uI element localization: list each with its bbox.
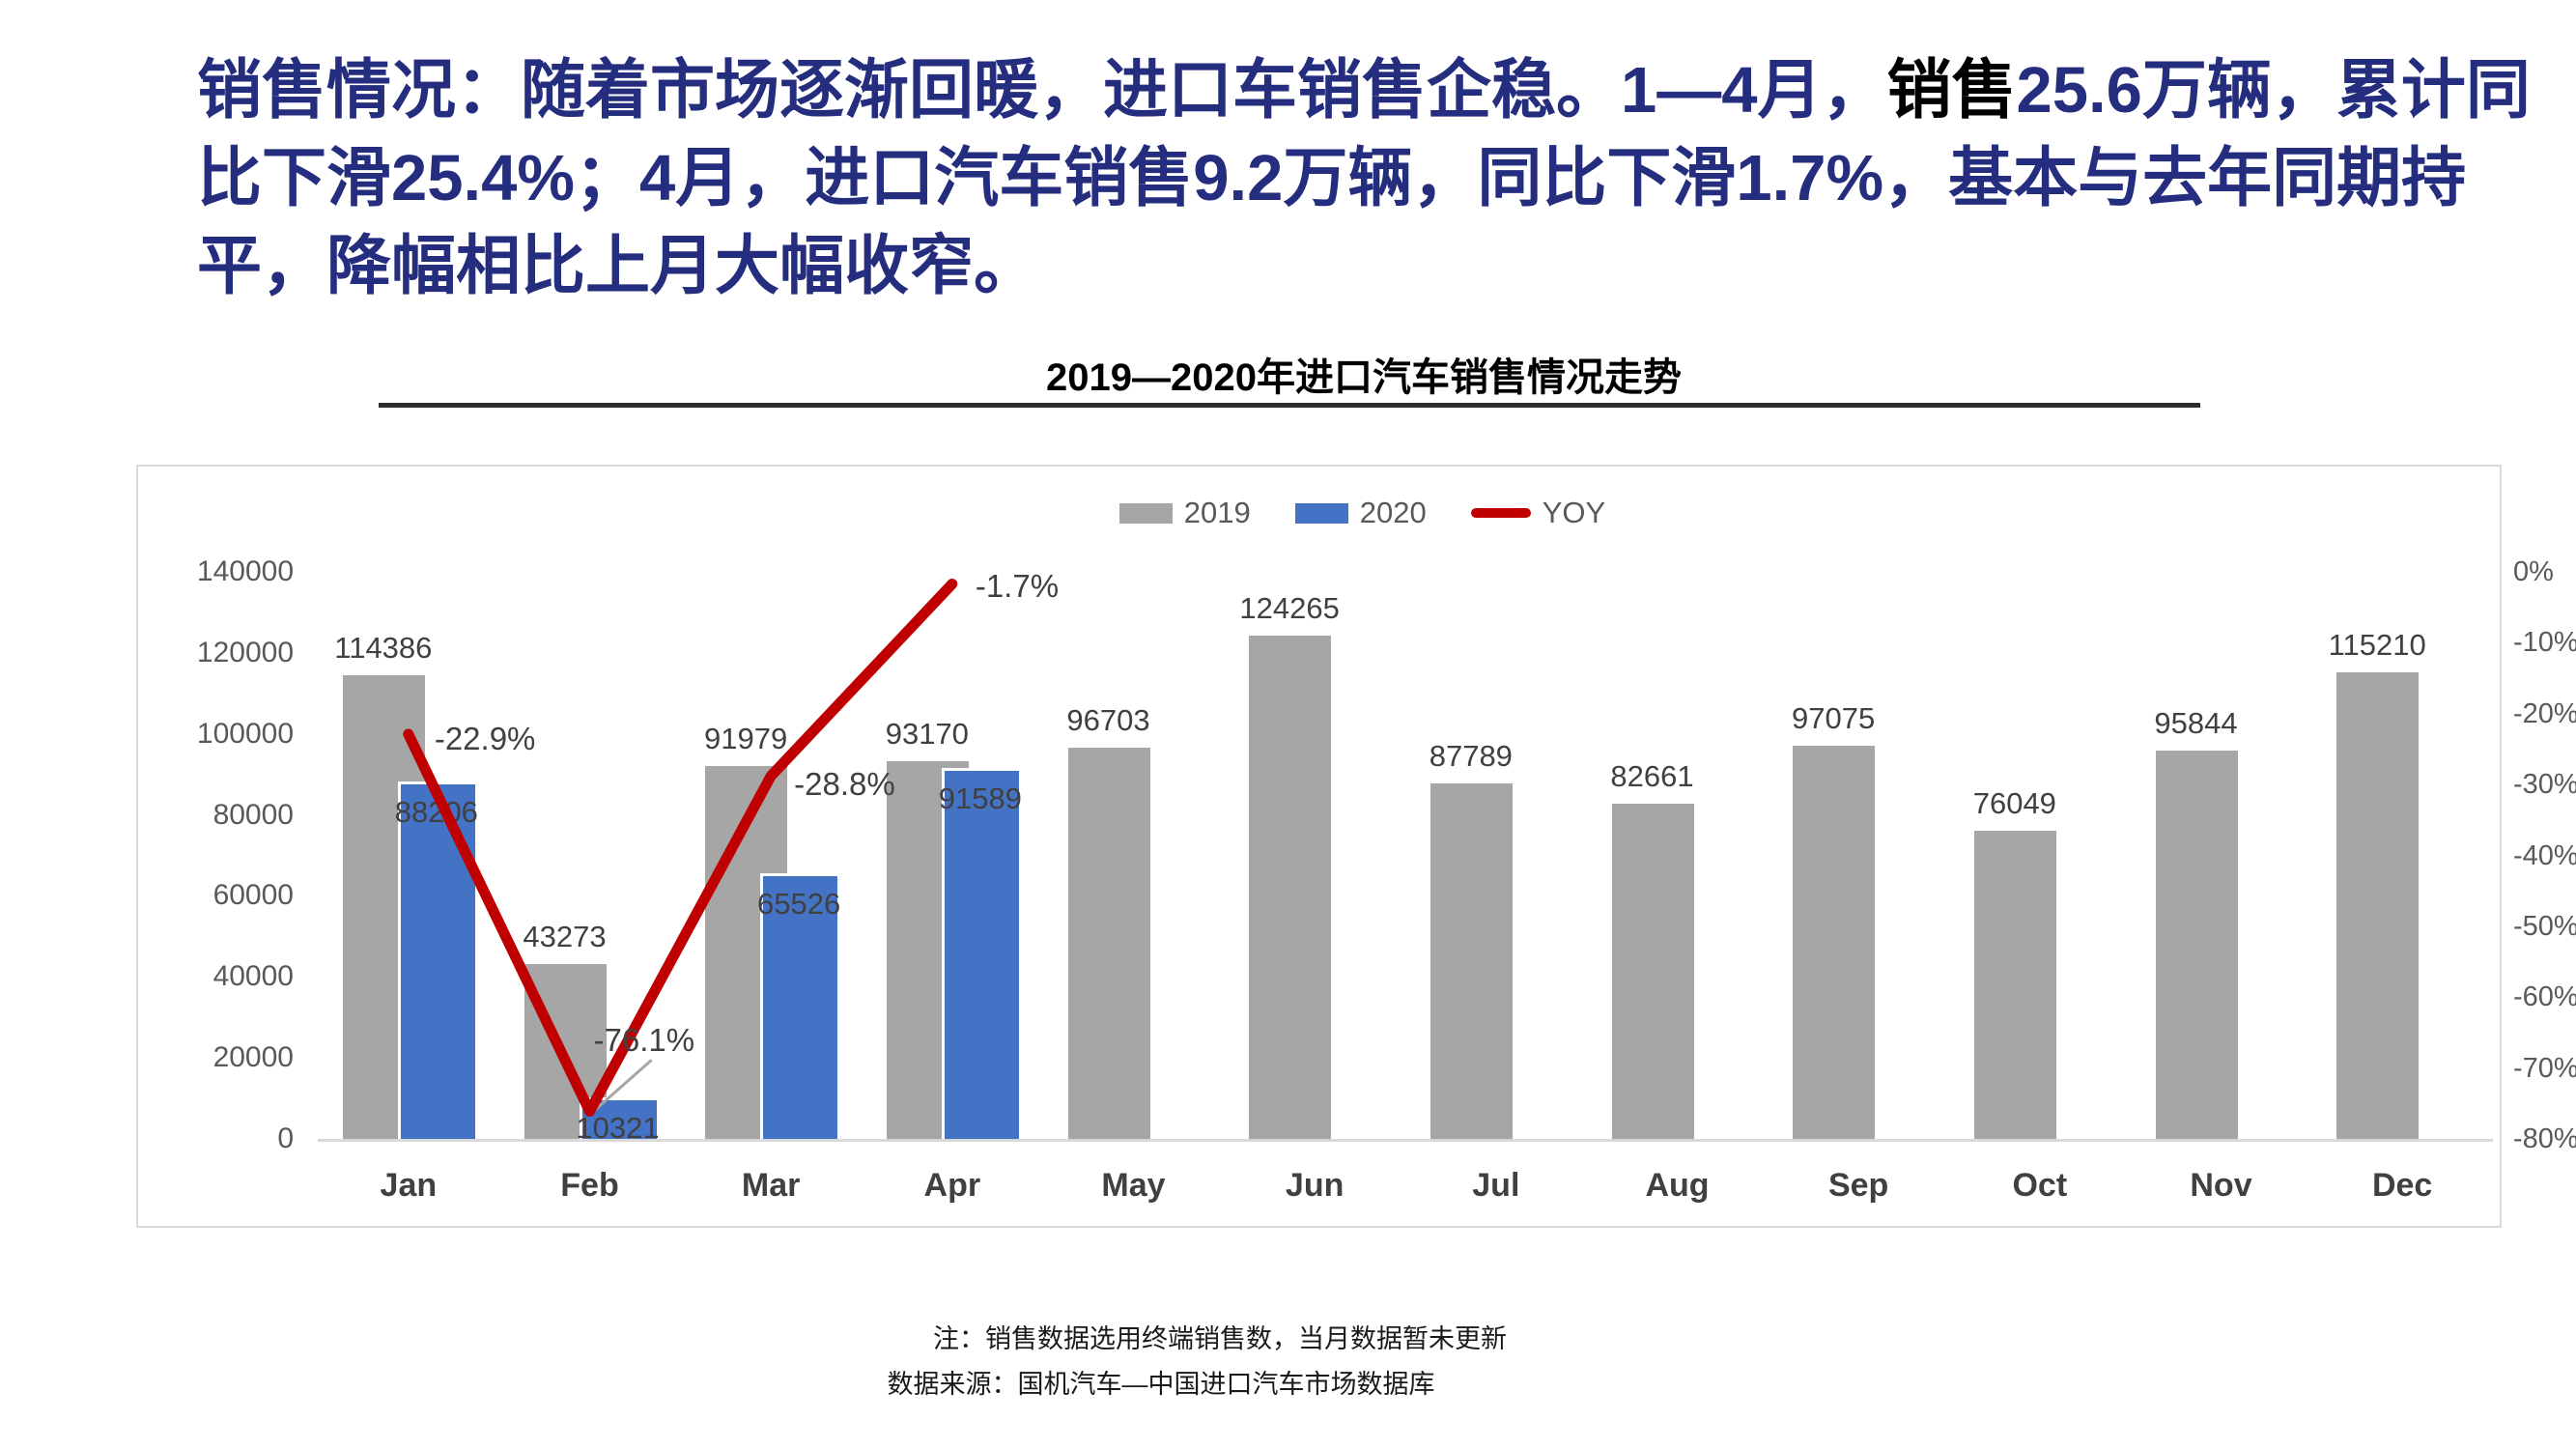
bar-2019-dec bbox=[2336, 671, 2420, 1139]
chart-title: 2019—2020年进口汽车销售情况走势 bbox=[1046, 356, 1682, 399]
month-label-may: May bbox=[1101, 1167, 1166, 1204]
label-2019-dec: 115210 bbox=[2328, 627, 2426, 662]
right-tick--50%: -50% bbox=[2513, 910, 2576, 942]
yoy-label-apr: -1.7% bbox=[975, 568, 1060, 605]
yoy-line bbox=[403, 579, 958, 1117]
month-label-dec: Dec bbox=[2371, 1167, 2433, 1204]
label-2019-jul: 87789 bbox=[1429, 738, 1513, 773]
legend-swatch-2020 bbox=[1294, 502, 1348, 524]
headline-part-1: 销售情况：随着市场逐渐回暖，进口车销售企稳。1—4月， bbox=[197, 54, 1887, 127]
bar-2019-sep bbox=[1793, 746, 1876, 1139]
chart-legend: 2019 2020 YOY bbox=[225, 492, 2500, 534]
yoy-label-feb: -76.1% bbox=[593, 1022, 695, 1059]
left-tick-0: 0 bbox=[277, 1122, 294, 1154]
right-tick--70%: -70% bbox=[2513, 1052, 2576, 1084]
footnote-note: 注：销售数据选用终端销售数，当月数据暂未更新 bbox=[933, 1324, 1507, 1353]
month-label-aug: Aug bbox=[1645, 1167, 1710, 1204]
month-label-jul: Jul bbox=[1472, 1167, 1520, 1204]
legend-item-2020: 2020 bbox=[1294, 496, 1427, 530]
left-tick-60000: 60000 bbox=[212, 879, 294, 912]
label-2019-jun: 124265 bbox=[1239, 590, 1340, 625]
bar-2020-mar bbox=[760, 873, 838, 1139]
bar-2019-jun bbox=[1249, 636, 1332, 1139]
month-label-sep: Sep bbox=[1827, 1167, 1889, 1204]
month-label-oct: Oct bbox=[2012, 1167, 2068, 1204]
right-tick--80%: -80% bbox=[2513, 1123, 2576, 1154]
right-tick--60%: -60% bbox=[2513, 981, 2576, 1013]
month-label-feb: Feb bbox=[560, 1167, 619, 1204]
month-label-apr: Apr bbox=[923, 1167, 981, 1204]
yoy-label-jan: -22.9% bbox=[434, 721, 536, 757]
bar-2020-apr bbox=[941, 768, 1019, 1139]
label-2019-feb: 43273 bbox=[523, 919, 607, 953]
bar-2019-may bbox=[1067, 747, 1150, 1139]
legend-label-yoy: YOY bbox=[1542, 496, 1606, 529]
right-tick--20%: -20% bbox=[2513, 697, 2576, 729]
legend-swatch-2019 bbox=[1118, 502, 1173, 524]
bar-2020-feb bbox=[579, 1096, 657, 1139]
label-2019-mar: 91979 bbox=[704, 722, 788, 756]
chart-frame: 2019 2020 YOY 140000 120000 100000 80000 60000… bbox=[136, 465, 2576, 1228]
bar-2019-nov bbox=[2155, 751, 2238, 1139]
left-tick-80000: 80000 bbox=[212, 798, 294, 831]
headline-part-3: 25.6万辆，累计同比下滑25.4%；4月，进口汽车销售9.2万辆，同比下滑1.… bbox=[197, 54, 2531, 303]
legend-label-2020: 2020 bbox=[1359, 496, 1427, 529]
right-tick-0%: 0% bbox=[2513, 556, 2554, 587]
headline: 销售情况：随着市场逐渐回暖，进口车销售企稳。1—4月，销售25.6万辆，累计同比… bbox=[197, 46, 2538, 310]
right-tick--10%: -10% bbox=[2513, 627, 2576, 659]
feb-label-leader-line bbox=[592, 1059, 653, 1113]
legend-swatch-yoy bbox=[1470, 508, 1531, 518]
label-2020-apr: 91589 bbox=[938, 781, 1022, 815]
left-tick-140000: 140000 bbox=[196, 555, 294, 587]
bar-2019-aug bbox=[1611, 804, 1694, 1139]
right-tick--30%: -30% bbox=[2513, 769, 2576, 801]
plot-area: 114386 88206 Jan 43273 10321 Feb 91979 65526 Mar… bbox=[318, 568, 2493, 1204]
label-2019-oct: 76049 bbox=[1972, 786, 2056, 821]
yoy-label-mar: -28.8% bbox=[794, 766, 895, 803]
left-tick-40000: 40000 bbox=[212, 960, 294, 993]
headline-part-2-black: 销售 bbox=[1886, 54, 2017, 127]
month-label-mar: Mar bbox=[741, 1167, 801, 1204]
label-2019-apr: 93170 bbox=[885, 717, 969, 752]
month-label-jan: Jan bbox=[380, 1167, 438, 1204]
legend-item-yoy: YOY bbox=[1470, 496, 1606, 530]
legend-item-2019: 2019 bbox=[1118, 496, 1251, 530]
label-2019-jan: 114386 bbox=[334, 631, 433, 666]
left-tick-20000: 20000 bbox=[212, 1041, 294, 1074]
label-2020-mar: 65526 bbox=[757, 887, 841, 922]
chart-title-underline bbox=[379, 403, 2200, 408]
label-2019-sep: 97075 bbox=[1792, 700, 1876, 735]
label-2019-may: 96703 bbox=[1066, 702, 1150, 737]
footnote-source: 数据来源：国机汽车—中国进口汽车市场数据库 bbox=[887, 1370, 1435, 1399]
label-2019-aug: 82661 bbox=[1610, 759, 1694, 794]
label-2019-nov: 95844 bbox=[2154, 706, 2238, 741]
bar-2019-jul bbox=[1430, 782, 1513, 1139]
month-label-nov: Nov bbox=[2190, 1167, 2252, 1204]
month-label-jun: Jun bbox=[1285, 1167, 1345, 1204]
right-tick--40%: -40% bbox=[2513, 839, 2576, 871]
bar-2019-oct bbox=[1973, 831, 2056, 1139]
left-tick-100000: 100000 bbox=[196, 717, 294, 750]
left-tick-120000: 120000 bbox=[196, 636, 294, 668]
legend-label-2019: 2019 bbox=[1183, 496, 1251, 529]
